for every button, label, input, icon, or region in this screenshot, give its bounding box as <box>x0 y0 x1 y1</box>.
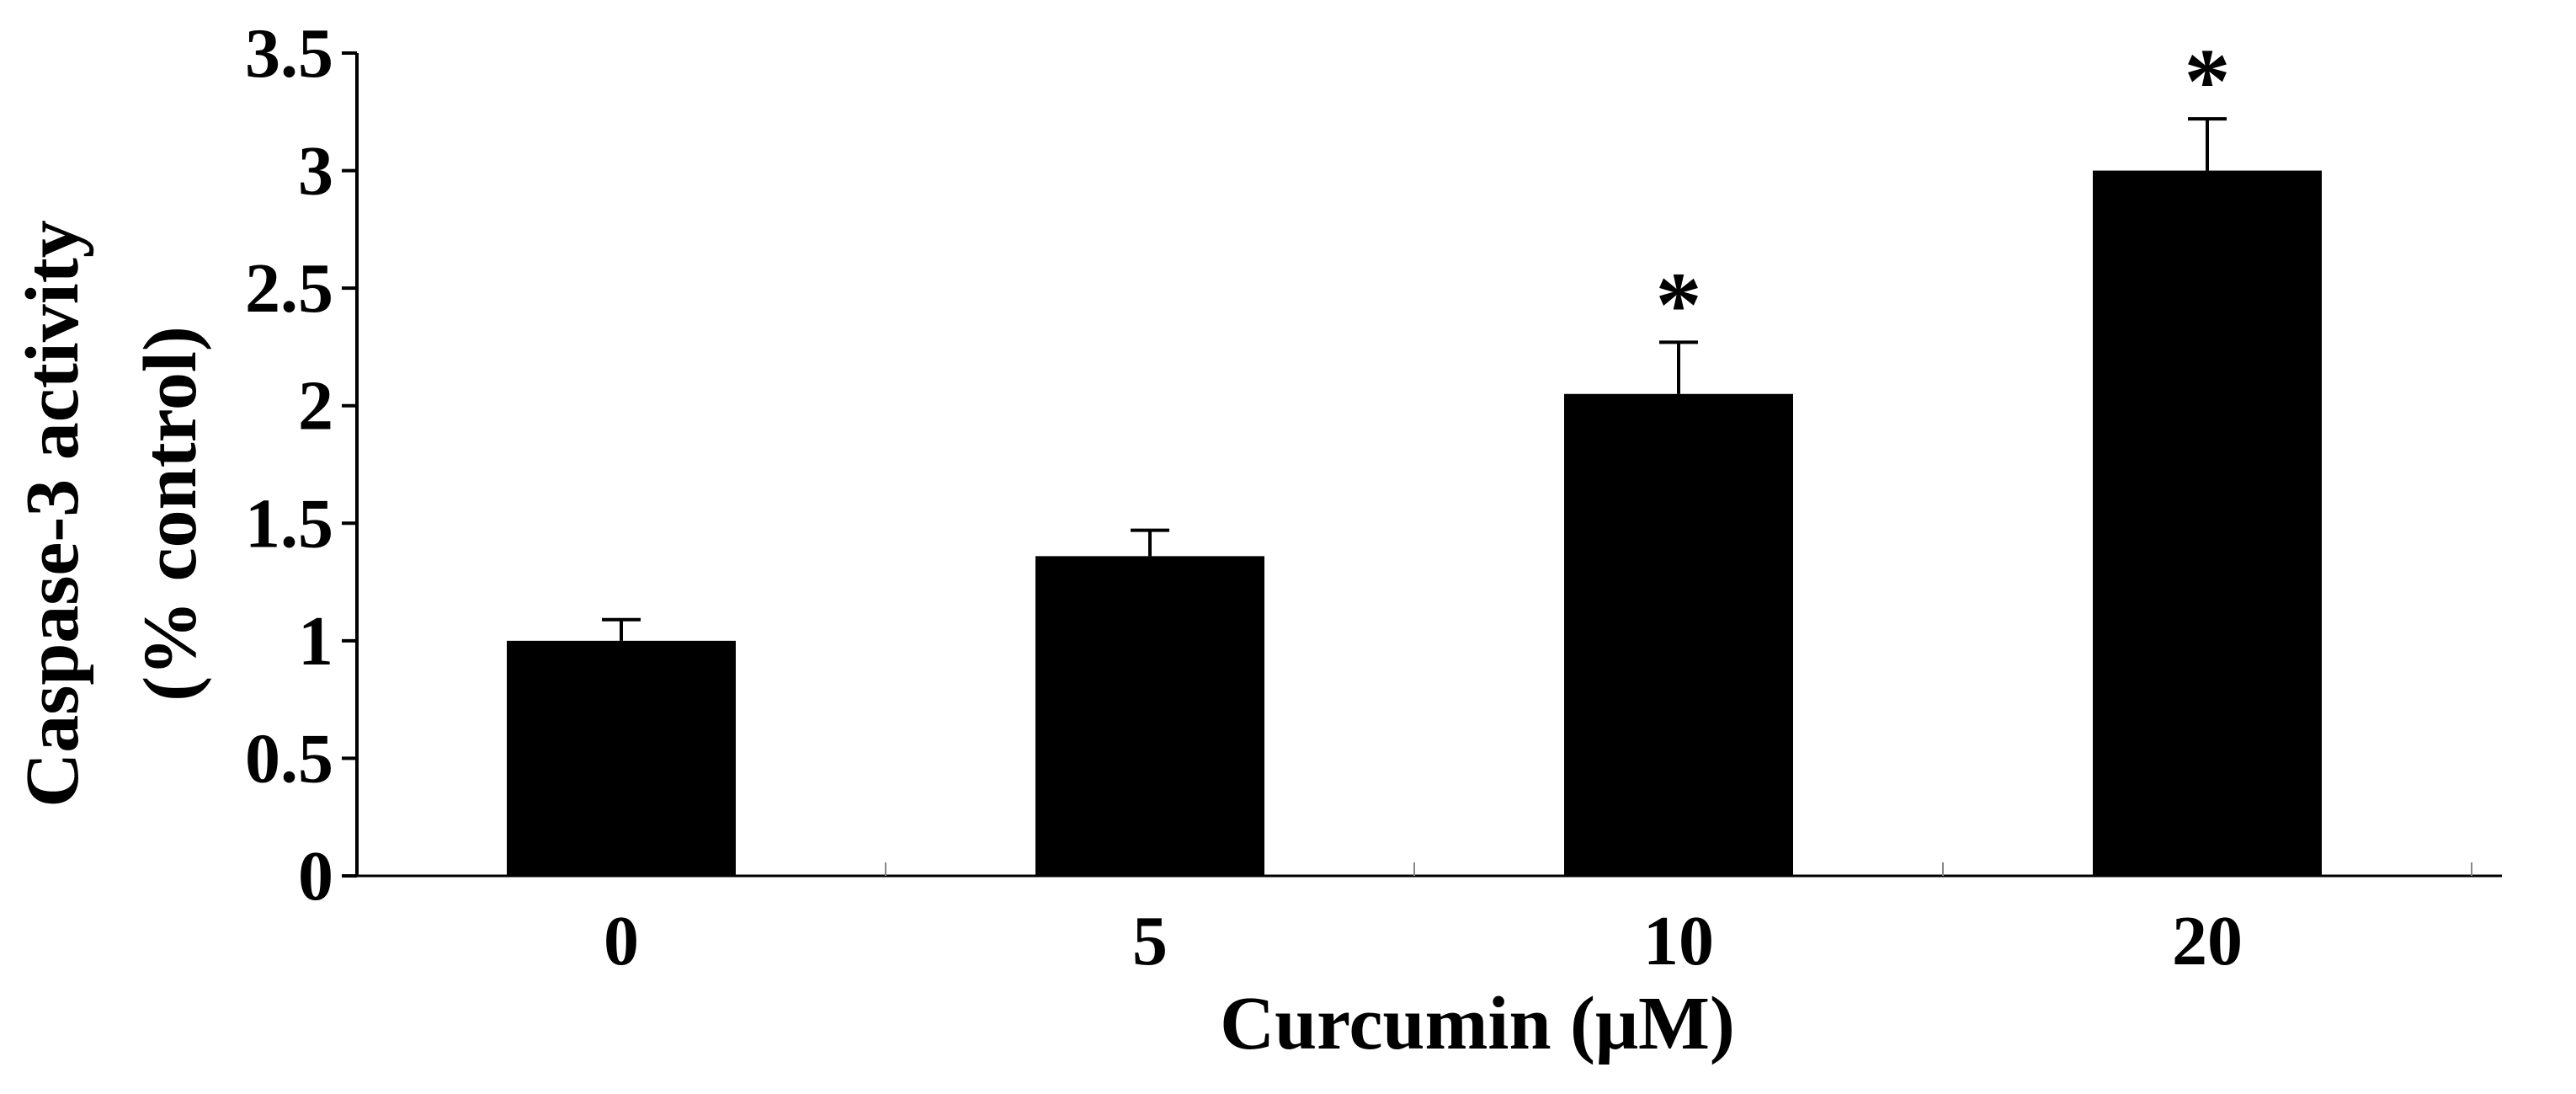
y-tick-label: 0 <box>298 837 333 915</box>
y-tick-label: 1 <box>298 602 333 680</box>
y-axis-title: Caspase-3 activity (% control) <box>11 220 212 807</box>
x-tick-label: 10 <box>1643 902 1714 980</box>
y-axis-title-line-1: Caspase-3 activity <box>11 220 94 807</box>
x-tick-label: 20 <box>2172 902 2243 980</box>
bar <box>1564 393 1793 876</box>
y-tick-label: 2 <box>298 367 333 446</box>
y-tick-label: 1.5 <box>245 484 333 563</box>
y-tick-label: 3 <box>298 132 333 211</box>
bar <box>1035 556 1264 876</box>
significance-asterisk: * <box>2185 29 2231 132</box>
y-axis-title-line-2: (% control) <box>129 326 212 702</box>
y-tick-label: 2.5 <box>245 249 333 328</box>
bar <box>507 640 736 876</box>
y-tick-label: 0.5 <box>245 719 333 798</box>
x-tick-label: 5 <box>1132 902 1168 980</box>
x-axis-title: Curcumin (μM) <box>1220 982 1735 1065</box>
y-tick-label: 3.5 <box>245 14 333 93</box>
significance-asterisk: * <box>1656 253 1702 355</box>
bar <box>2093 170 2322 877</box>
x-tick-label: 0 <box>604 902 639 980</box>
